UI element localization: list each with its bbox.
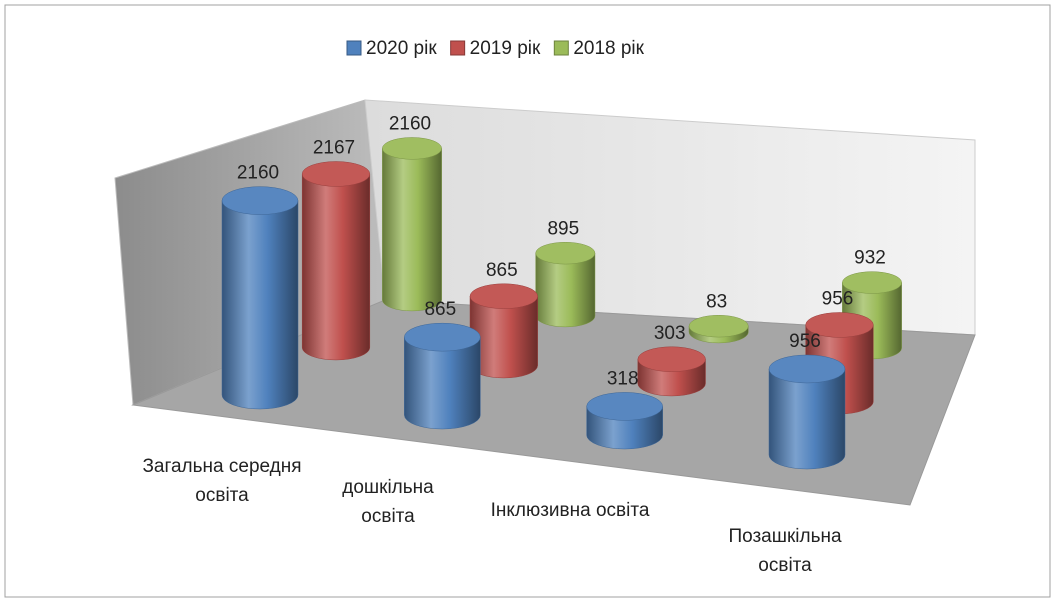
value-label: 932 <box>854 248 886 269</box>
legend-swatch <box>553 40 569 56</box>
cylinder-top <box>842 271 902 294</box>
cylinder-top <box>469 283 538 309</box>
cylinder <box>301 161 371 361</box>
cylinder-top <box>768 354 846 384</box>
cylinder-top <box>637 346 706 372</box>
legend-label: 2018 рік <box>573 38 644 59</box>
legend-swatch <box>450 40 466 56</box>
legend-label: 2019 рік <box>470 38 541 59</box>
value-label: 303 <box>654 323 686 344</box>
cylinder <box>404 322 481 430</box>
value-label: 318 <box>607 368 639 389</box>
value-label: 895 <box>547 218 579 239</box>
category-label: Позашкільна освіта <box>728 526 842 576</box>
cylinder <box>768 354 846 470</box>
category-label: дошкільна освіта <box>342 477 434 527</box>
cylinder-top <box>535 242 596 265</box>
value-label: 2160 <box>389 113 431 134</box>
value-label: 2160 <box>237 163 279 184</box>
legend-swatch <box>346 40 362 56</box>
legend: 2020 рік 2019 рік 2018 рік <box>346 38 645 59</box>
cylinder-top <box>301 161 371 187</box>
value-label: 956 <box>822 288 854 309</box>
cylinder <box>382 137 442 312</box>
plot: 2160 895 83 932 2167 865 303 956 2160 865 318 956 <box>221 113 902 470</box>
value-label: 865 <box>486 260 518 281</box>
cylinder-top <box>586 392 663 421</box>
cylinder-body <box>221 200 299 410</box>
cylinder <box>688 315 749 344</box>
cylinder <box>637 346 706 397</box>
value-label: 83 <box>706 291 727 312</box>
cylinder-body <box>382 148 442 312</box>
cylinder-body <box>768 368 846 470</box>
category-label: Інклюзивна освіта <box>490 500 650 521</box>
cylinder <box>221 186 299 410</box>
cylinder-top <box>688 315 749 338</box>
cylinder-top <box>404 322 481 352</box>
cylinder-top <box>382 137 442 160</box>
cylinder-body <box>404 336 481 430</box>
value-label: 865 <box>424 299 456 320</box>
legend-label: 2020 рік <box>366 38 437 59</box>
value-label: 2167 <box>313 138 355 159</box>
cylinder-body <box>301 173 371 361</box>
cylinder <box>535 242 596 328</box>
cylinder-top <box>221 186 299 215</box>
cylinder <box>469 283 538 379</box>
cylinder <box>586 392 663 450</box>
cylinder-top <box>805 312 874 338</box>
value-label: 956 <box>789 331 821 352</box>
category-label: Загальна середня освіта <box>142 456 302 506</box>
